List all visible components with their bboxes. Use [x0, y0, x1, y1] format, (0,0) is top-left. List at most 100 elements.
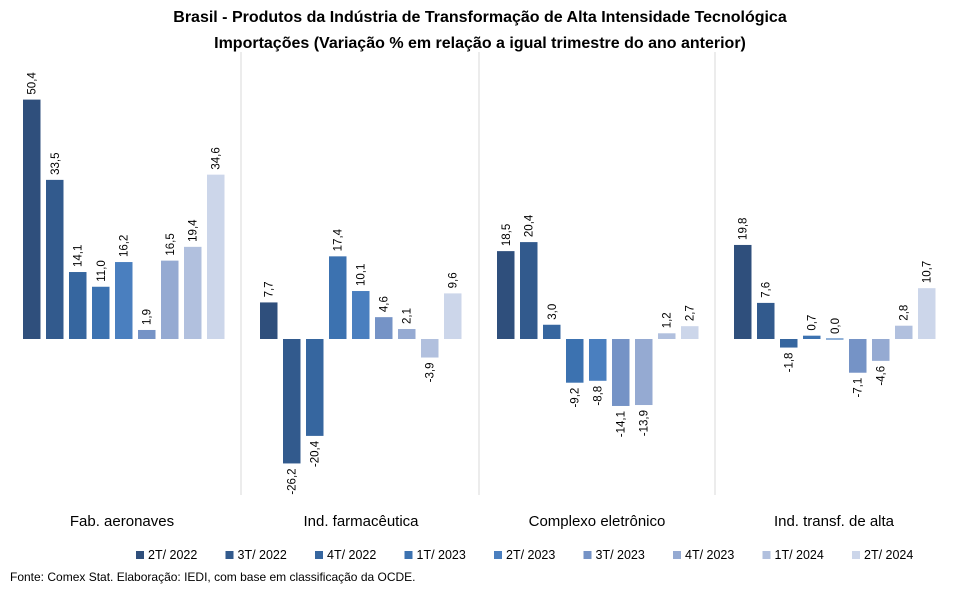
bar [115, 262, 133, 339]
bar [849, 339, 867, 373]
data-label: -8,8 [593, 386, 605, 406]
data-label: 7,6 [761, 282, 773, 298]
category-labels: Fab. aeronaves Ind. farmacêutica Complexo … [70, 513, 895, 530]
group-separators [240, 52, 716, 495]
bar [46, 179, 64, 339]
legend-item: 1T/ 2023 [404, 548, 466, 562]
bar [260, 302, 278, 339]
data-label: 0,0 [830, 318, 842, 334]
legend-swatch [136, 551, 144, 559]
source-note: Fonte: Comex Stat. Elaboração: IEDI, com… [10, 570, 416, 584]
bar [283, 339, 301, 464]
category-label: Complexo eletrônico [529, 513, 666, 530]
legend-item: 4T/ 2022 [315, 548, 376, 562]
legend-label: 1T/ 2023 [417, 548, 466, 562]
data-label: 50,4 [27, 72, 39, 95]
bar [69, 272, 87, 339]
bar-group: 19,8 7,6 -1,8 0,7 0,0 -7,1 -4,6 2,8 10,7 [734, 218, 936, 398]
data-label: 2,8 [899, 305, 911, 321]
bar [421, 339, 439, 358]
bar [566, 339, 584, 383]
legend-swatch [404, 551, 413, 559]
data-label: 7,7 [264, 281, 276, 297]
data-label: 1,2 [662, 312, 674, 328]
category-label: Ind. transf. de alta [774, 513, 895, 530]
bar [918, 288, 936, 339]
bar [352, 291, 370, 339]
bar [23, 99, 41, 339]
data-label: 10,7 [922, 261, 934, 283]
data-label: 11,0 [96, 260, 108, 282]
bar [329, 256, 347, 339]
data-label: 17,4 [333, 228, 345, 251]
legend-item: 3T/ 2022 [225, 548, 287, 562]
bar [398, 329, 416, 339]
category-label: Ind. farmacêutica [303, 513, 419, 530]
bar [612, 339, 630, 406]
bar-area: 50,4 33,5 14,1 11,0 16,2 1,9 16,5 19,4 34,6 7,7 -2… [23, 72, 936, 495]
bar [92, 286, 110, 339]
legend-label: 4T/ 2023 [685, 548, 734, 562]
bar [757, 302, 775, 339]
data-label: -4,6 [876, 366, 888, 386]
data-label: 4,6 [379, 296, 391, 312]
bar [895, 325, 913, 339]
data-label: -26,2 [287, 468, 299, 494]
data-label: 16,5 [165, 233, 177, 255]
legend-label: 2T/ 2024 [864, 548, 913, 562]
bar [497, 251, 515, 339]
bar [681, 326, 699, 339]
bar [207, 174, 225, 339]
bar [734, 244, 752, 339]
bar [658, 333, 676, 339]
legend-swatch [673, 551, 681, 559]
category-label: Fab. aeronaves [70, 513, 174, 530]
bar [872, 339, 890, 361]
legend-swatch [583, 551, 592, 559]
bar [138, 329, 156, 339]
data-label: 20,4 [524, 214, 536, 237]
data-label: 10,1 [356, 264, 368, 286]
data-label: 19,8 [738, 218, 750, 240]
bar [520, 242, 538, 339]
bar-group: 50,4 33,5 14,1 11,0 16,2 1,9 16,5 19,4 34,6 [23, 72, 225, 339]
data-label: -13,9 [639, 410, 651, 436]
data-label: 3,0 [547, 304, 559, 320]
data-label: 0,7 [807, 315, 819, 331]
data-label: 9,6 [448, 272, 460, 288]
data-label: 14,1 [73, 245, 85, 267]
bar [780, 339, 798, 348]
bar [589, 339, 607, 381]
data-label: 18,5 [501, 224, 513, 246]
legend-label: 1T/ 2024 [775, 548, 824, 562]
bar [635, 339, 653, 406]
bar [826, 338, 844, 340]
data-label: -20,4 [310, 440, 322, 467]
legend-item: 4T/ 2023 [673, 548, 734, 562]
bar [161, 260, 179, 339]
data-label: 34,6 [211, 147, 223, 169]
data-label: -9,2 [570, 388, 582, 408]
data-label: 2,1 [402, 308, 414, 324]
bar [306, 339, 324, 436]
legend-swatch [225, 551, 234, 559]
data-label: 16,2 [119, 235, 131, 257]
data-label: 1,9 [142, 309, 154, 325]
legend-item: 3T/ 2023 [583, 548, 645, 562]
legend-swatch [762, 551, 771, 559]
legend-item: 2T/ 2023 [494, 548, 555, 562]
bar-group: 18,5 20,4 3,0 -9,2 -8,8 -14,1 -13,9 1,2 2,7 [497, 214, 699, 437]
bar [375, 317, 393, 339]
data-label: 2,7 [685, 305, 697, 321]
legend-swatch [852, 551, 860, 559]
legend-swatch [315, 551, 323, 559]
data-label: -14,1 [616, 411, 628, 437]
legend-label: 3T/ 2022 [238, 548, 287, 562]
data-label: 19,4 [188, 219, 200, 242]
data-label: -7,1 [853, 378, 865, 398]
bar [803, 335, 821, 339]
data-label: 33,5 [50, 152, 62, 174]
legend-item: 2T/ 2024 [852, 548, 913, 562]
legend-item: 1T/ 2024 [762, 548, 824, 562]
